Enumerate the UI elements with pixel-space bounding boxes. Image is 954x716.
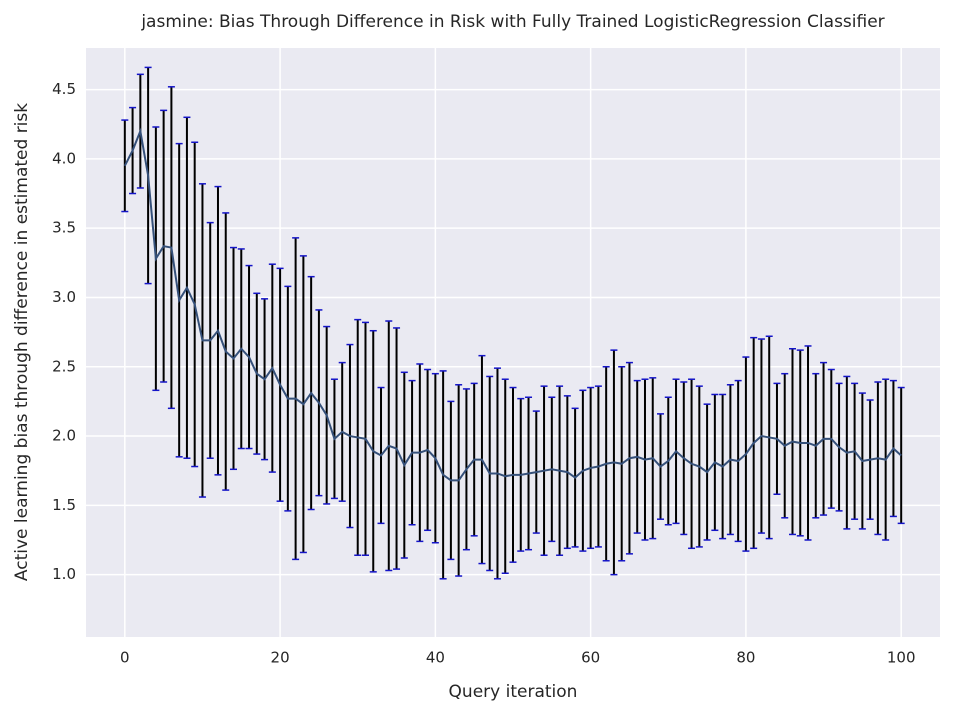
y-tick-label: 2.0 xyxy=(52,427,76,445)
x-axis-label: Query iteration xyxy=(449,682,578,702)
chart-title: jasmine: Bias Through Difference in Risk… xyxy=(140,12,884,32)
y-tick-label: 4.0 xyxy=(52,149,76,167)
mean-line xyxy=(123,127,902,482)
y-tick-label: 4.5 xyxy=(52,80,76,98)
x-tick-label: 80 xyxy=(736,649,755,667)
y-tick-label: 1.0 xyxy=(52,565,76,583)
x-tick-label: 100 xyxy=(887,649,916,667)
y-tick-label: 1.5 xyxy=(52,496,76,514)
x-tick-label: 20 xyxy=(271,649,290,667)
y-axis-label: Active learning bias through difference … xyxy=(12,103,32,581)
x-tick-label: 0 xyxy=(120,649,130,667)
y-tick-label: 2.5 xyxy=(52,357,76,375)
x-tick-label: 60 xyxy=(581,649,600,667)
y-tick-label: 3.0 xyxy=(52,288,76,306)
y-tick-label: 3.5 xyxy=(52,219,76,237)
x-tick-label: 40 xyxy=(426,649,445,667)
